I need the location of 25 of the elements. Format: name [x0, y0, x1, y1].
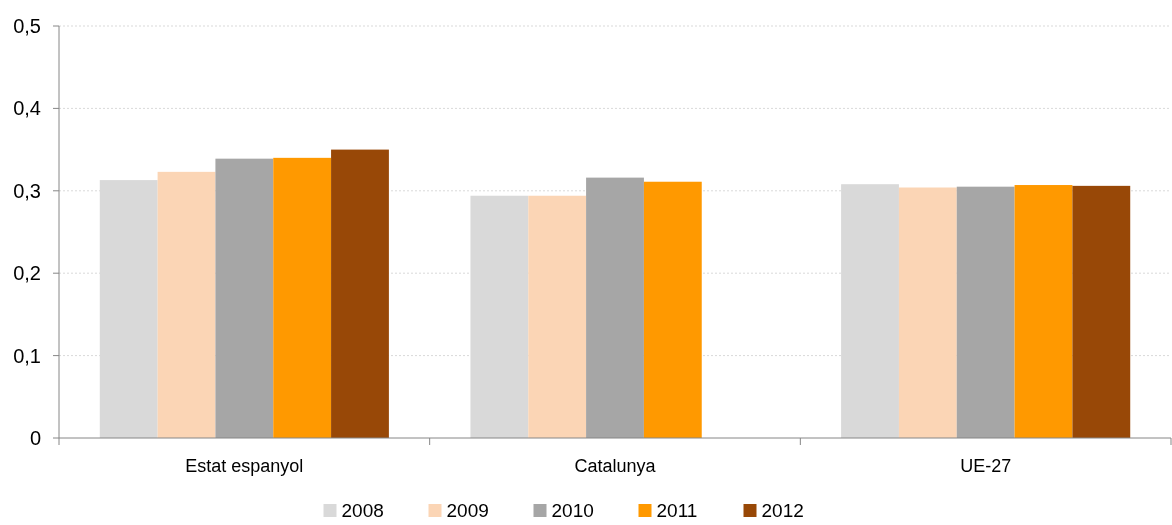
bar	[898, 187, 957, 438]
x-tick-label: Estat espanyol	[185, 456, 304, 476]
y-tick-label: 0,1	[13, 344, 41, 367]
bar	[215, 158, 274, 438]
bar	[1072, 185, 1131, 438]
y-tick-label: 0,3	[13, 179, 41, 202]
y-tick-label: 0,2	[13, 262, 41, 285]
bar	[157, 171, 216, 438]
bar	[643, 181, 702, 438]
legend-label: 2012	[761, 500, 804, 521]
legend-label: 2010	[551, 500, 594, 521]
bar	[1014, 185, 1073, 438]
legend-label: 2011	[656, 500, 698, 521]
bar	[586, 177, 644, 438]
legend-label: 2008	[341, 500, 384, 521]
x-tick-label: UE-27	[960, 456, 1012, 476]
bar	[956, 186, 1015, 438]
y-tick-label: 0,5	[13, 15, 41, 37]
legend-label: 2009	[446, 500, 489, 521]
bar	[331, 149, 389, 438]
y-tick-label: 0	[29, 427, 41, 449]
bar	[273, 157, 332, 438]
y-tick-label: 0,4	[13, 97, 41, 120]
x-tick-label: Catalunya	[574, 456, 657, 476]
bar	[528, 195, 587, 438]
